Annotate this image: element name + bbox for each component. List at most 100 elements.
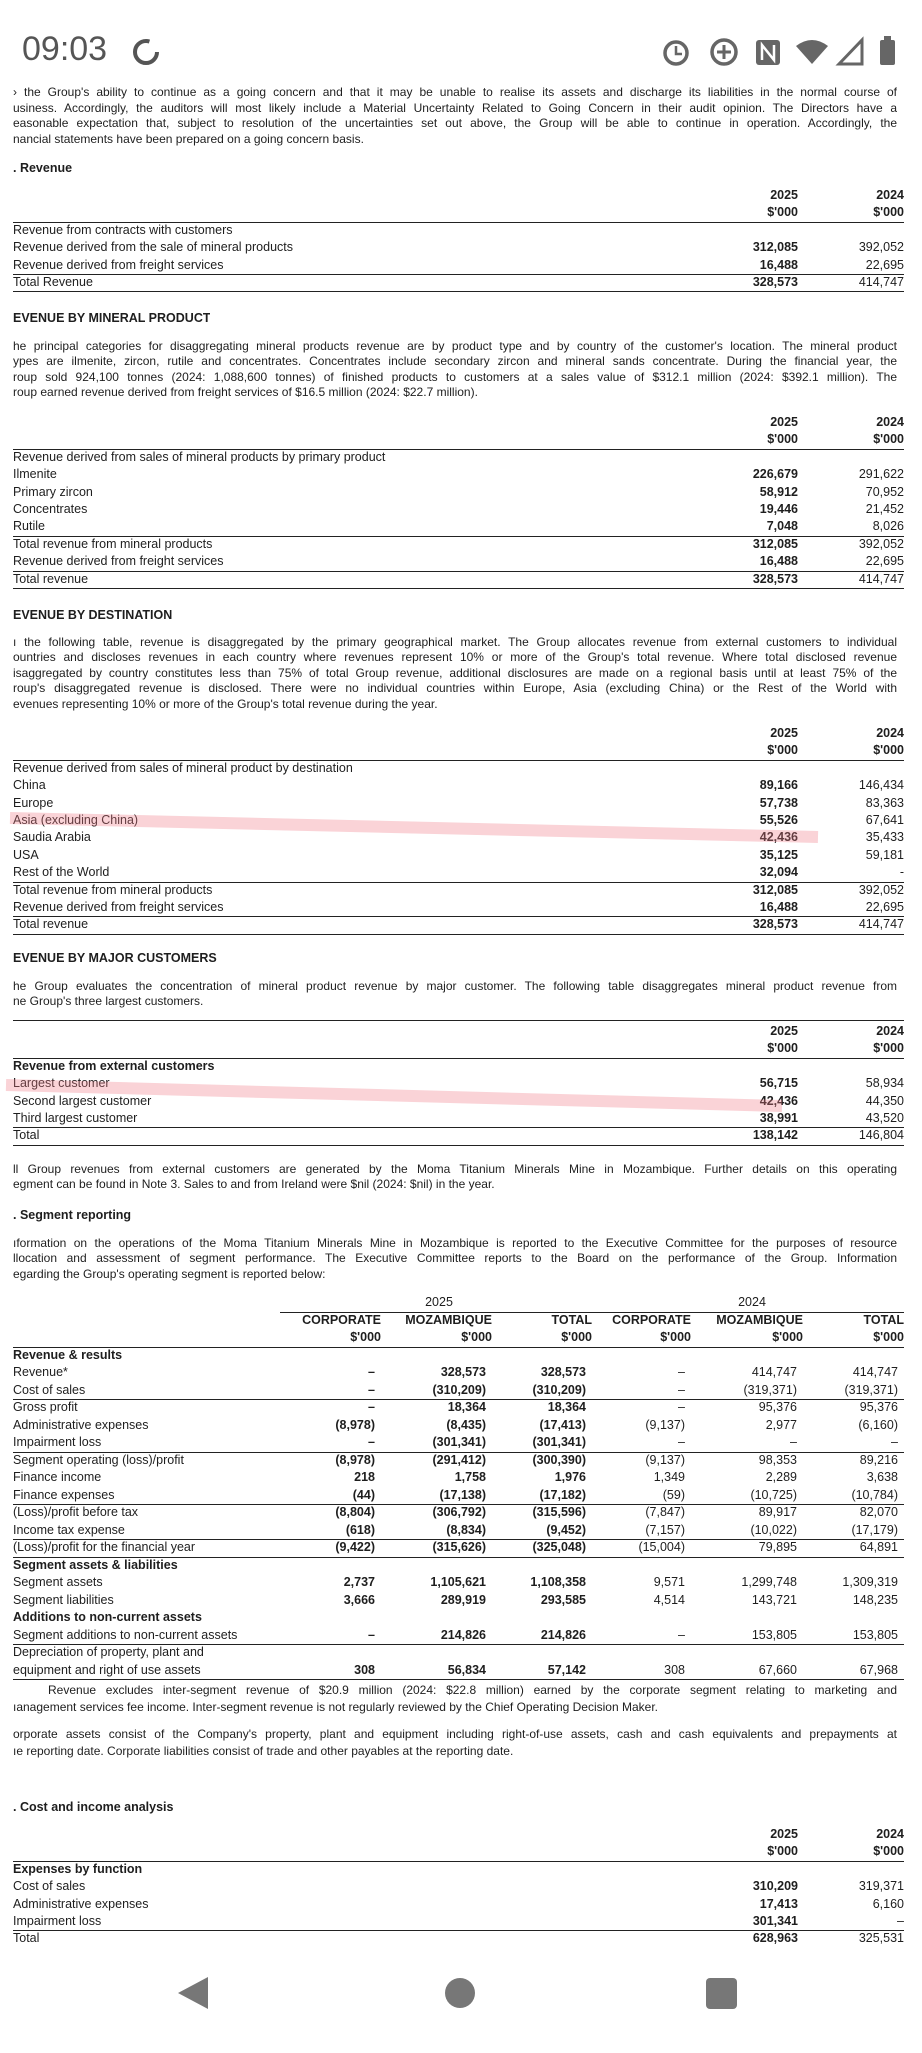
paragraph-line: he Group evaluates the concentration of … — [13, 979, 897, 993]
table-rule — [13, 1860, 904, 1862]
cell-value: 67,660 — [758, 1662, 797, 1677]
column-header: MOZAMBIQUE — [405, 1312, 492, 1327]
column-header: CORPORATE — [612, 1312, 691, 1327]
row-label: USA — [13, 847, 39, 862]
back-button[interactable] — [178, 1977, 208, 2009]
column-header: $'000 — [873, 743, 904, 758]
column-header: MOZAMBIQUE — [716, 1312, 803, 1327]
cell-value: 35,125 — [759, 847, 798, 862]
cell-value: 16,488 — [759, 257, 798, 272]
row-label: Total revenue from mineral products — [13, 882, 213, 897]
column-header: $'000 — [767, 1041, 798, 1056]
cell-value: (7,847) — [645, 1505, 685, 1519]
row-label: Segment assets & liabilities — [13, 1557, 178, 1572]
row-label: equipment and right of use assets — [13, 1662, 201, 1677]
cell-value: 328,573 — [440, 1365, 486, 1379]
row-label: Cost of sales — [13, 1382, 86, 1397]
cell-value: 56,834 — [447, 1662, 486, 1677]
cell-value: 83,363 — [865, 795, 904, 810]
section-heading: . Revenue — [13, 161, 73, 175]
cell-value: (310,209) — [532, 1382, 586, 1397]
wifi-icon — [796, 40, 828, 64]
paragraph-line: llocation and assessment of segment perf… — [13, 1251, 897, 1266]
cell-value: 1,976 — [554, 1470, 586, 1484]
cell-value: 414,747 — [858, 917, 904, 932]
cell-value: 153,805 — [852, 1627, 898, 1642]
cell-value: (8,435) — [446, 1417, 486, 1432]
cell-value: 143,721 — [751, 1592, 797, 1607]
row-label: Revenue derived from sales of mineral pr… — [13, 760, 353, 775]
table-rule — [13, 535, 904, 537]
column-header: 2025 — [770, 188, 798, 202]
cell-value: 392,052 — [858, 882, 904, 897]
cell-value: 328,573 — [752, 917, 798, 932]
cell-value: – — [678, 1400, 685, 1414]
row-label: Total revenue from mineral products — [13, 536, 213, 551]
section-heading: EVENUE BY MAJOR CUSTOMERS — [13, 951, 217, 965]
status-bar: 09:03 — [0, 0, 922, 82]
table-rule — [280, 1311, 904, 1313]
row-label: Finance expenses — [13, 1487, 115, 1502]
cell-value: 312,085 — [752, 240, 798, 255]
recents-button[interactable] — [706, 1978, 737, 2009]
table-rule — [13, 1930, 904, 1932]
cell-value: (9,137) — [645, 1417, 685, 1432]
row-label: Revenue derived from sales of mineral pr… — [13, 449, 386, 464]
cell-value: 1,309,319 — [842, 1575, 898, 1589]
table-rule — [13, 221, 904, 223]
cell-value: 308 — [664, 1662, 685, 1677]
row-label: Revenue derived from freight services — [13, 257, 224, 272]
cell-value: (15,004) — [638, 1540, 685, 1554]
paragraph-line: easonable expectation that, subject to r… — [13, 116, 897, 131]
cell-value: 42,436 — [759, 1093, 798, 1108]
cell-value: 414,747 — [751, 1365, 797, 1379]
cell-value: (59) — [662, 1487, 685, 1502]
row-label: Additions to non-current assets — [13, 1610, 202, 1624]
cell-value: 328,573 — [752, 275, 798, 289]
cell-value: (306,792) — [432, 1505, 486, 1519]
cell-value: 79,895 — [758, 1540, 797, 1554]
row-label: Total revenue — [13, 571, 89, 586]
cell-value: 328,573 — [752, 571, 798, 586]
cell-value: 16,488 — [759, 900, 798, 914]
row-label: Total — [13, 1931, 40, 1946]
cell-value: (8,978) — [335, 1452, 375, 1467]
paragraph-line: he principal categories for disaggregati… — [13, 339, 897, 353]
sync-icon — [133, 39, 159, 65]
paragraph-line: ı the following table, revenue is disagg… — [13, 635, 897, 649]
row-label: (Loss)/profit before tax — [13, 1505, 139, 1519]
table-rule — [13, 1556, 904, 1558]
cell-value: (10,725) — [750, 1487, 797, 1502]
cell-value: (300,390) — [532, 1452, 586, 1467]
cell-value: 218 — [354, 1470, 375, 1484]
cell-value: 301,341 — [752, 1914, 798, 1928]
row-label: Revenue derived from the sale of mineral… — [13, 240, 294, 255]
cell-value: 8,026 — [872, 519, 904, 534]
column-header: $'000 — [561, 1330, 592, 1344]
cell-value: 310,209 — [752, 1879, 798, 1894]
cell-value: (301,341) — [532, 1435, 586, 1449]
home-button[interactable] — [445, 1978, 475, 2008]
row-label: Rest of the World — [13, 865, 110, 880]
column-header: $'000 — [772, 1330, 803, 1344]
cell-value: (315,596) — [532, 1505, 586, 1519]
cell-value: (10,784) — [851, 1487, 898, 1502]
alarm-icon — [663, 40, 689, 66]
cell-value: (310,209) — [432, 1382, 486, 1397]
table-rule — [13, 933, 904, 935]
row-label: Cost of sales — [13, 1879, 86, 1894]
paragraph-line: usiness. Accordingly, the auditors will … — [13, 100, 897, 115]
cell-value: 1,299,748 — [741, 1575, 797, 1589]
row-label: Third largest customer — [13, 1111, 138, 1125]
alarm-hands — [674, 46, 682, 56]
column-header: $'000 — [660, 1330, 691, 1344]
cell-value: 95,376 — [758, 1400, 797, 1414]
row-label: Rutile — [13, 519, 45, 534]
cell-value: 4,514 — [653, 1592, 685, 1607]
cell-value: (9,422) — [335, 1540, 375, 1554]
cell-value: 308 — [354, 1662, 375, 1677]
row-label: Saudia Arabia — [13, 830, 91, 845]
column-header: $'000 — [461, 1330, 492, 1344]
cell-value: 146,804 — [858, 1128, 904, 1143]
